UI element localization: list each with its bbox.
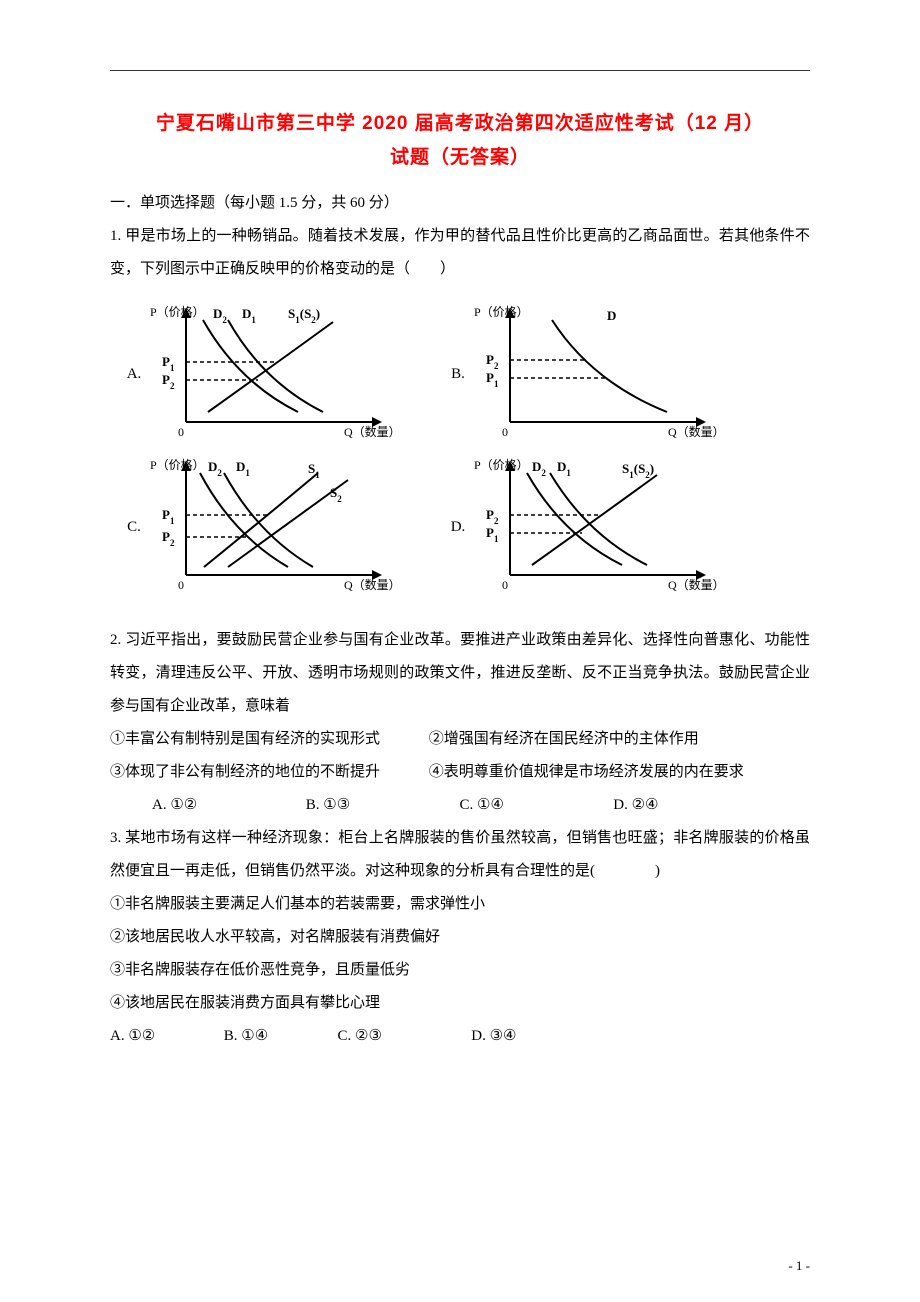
svg-text:P1: P1: [486, 525, 499, 544]
q3-s3: ③非名牌服装存在低价恶性竞争，且质量低劣: [110, 954, 810, 987]
option-label-d: D.: [444, 519, 472, 536]
header-rule: [110, 70, 810, 71]
svg-text:P（价格）: P（价格）: [150, 304, 205, 319]
q3-options: A. ①② B. ①④ C. ②③ D. ③④: [110, 1020, 810, 1053]
chart-c: P（价格） Q（数量） 0 D2 D1 S1 S2: [148, 455, 408, 600]
title-line-2: 试题（无答案）: [110, 141, 810, 175]
q2-stmt3: ③体现了非公有制经济的地位的不断提升: [110, 764, 380, 780]
svg-text:Q（数量）: Q（数量）: [668, 424, 725, 439]
q3-s2: ②该地居民收人水平较高，对名牌服装有消费偏好: [110, 921, 810, 954]
svg-text:D1: D1: [557, 459, 571, 478]
q3-s4: ④该地居民在服装消费方面具有攀比心理: [110, 987, 810, 1020]
svg-text:D2: D2: [532, 459, 546, 478]
document-page: 宁夏石嘴山市第三中学 2020 届高考政治第四次适应性考试（12 月） 试题（无…: [0, 0, 920, 1302]
svg-text:S1(S2): S1(S2): [622, 461, 654, 480]
chart-row-ab: A. P（价格） Q（数量） 0 D2 D1: [120, 302, 800, 447]
svg-text:P1: P1: [162, 354, 175, 373]
chart-b-svg: P（价格） Q（数量） 0 D P2 P1: [472, 302, 732, 442]
option-label-b: B.: [444, 366, 472, 383]
svg-text:Q（数量）: Q（数量）: [344, 424, 401, 439]
q1-text: 1. 甲是市场上的一种畅销品。随着技术发展，作为甲的替代品且性价比更高的乙商品面…: [110, 220, 810, 286]
q2-opt-b: B. ①③: [306, 789, 456, 822]
title-line-1: 宁夏石嘴山市第三中学 2020 届高考政治第四次适应性考试（12 月）: [110, 107, 810, 141]
svg-text:0: 0: [502, 578, 508, 592]
q2-stmt1: ①丰富公有制特别是国有经济的实现形式: [110, 731, 380, 747]
q2-statements-row1: ①丰富公有制特别是国有经济的实现形式 ②增强国有经济在国民经济中的主体作用: [110, 723, 810, 756]
svg-text:D2: D2: [213, 306, 227, 325]
svg-text:P2: P2: [162, 372, 175, 391]
svg-text:P2: P2: [486, 352, 499, 371]
q3-opt-a: A. ①②: [110, 1020, 220, 1053]
q2-opt-a: A. ①②: [152, 789, 302, 822]
svg-text:P2: P2: [486, 507, 499, 526]
svg-text:0: 0: [502, 425, 508, 439]
q2-stmt2: ②增强国有经济在国民经济中的主体作用: [429, 731, 699, 747]
svg-text:Q（数量）: Q（数量）: [668, 577, 725, 592]
q2-statements-row2: ③体现了非公有制经济的地位的不断提升 ④表明尊重价值规律是市场经济发展的内在要求: [110, 756, 810, 789]
svg-text:P1: P1: [486, 370, 499, 389]
chart-a-svg: P（价格） Q（数量） 0 D2 D1 S1(S2) P1 P: [148, 302, 408, 442]
q1-charts: A. P（价格） Q（数量） 0 D2 D1: [120, 302, 800, 600]
svg-text:S2: S2: [330, 485, 342, 504]
svg-text:P（价格）: P（价格）: [474, 457, 529, 472]
svg-text:D1: D1: [236, 459, 250, 478]
svg-text:P1: P1: [162, 507, 175, 526]
svg-text:S1(S2): S1(S2): [288, 306, 320, 325]
q3-opt-b: B. ①④: [224, 1020, 334, 1053]
chart-a: P（价格） Q（数量） 0 D2 D1 S1(S2) P1 P: [148, 302, 408, 447]
chart-d-svg: P（价格） Q（数量） 0 D2 D1 S1(S2) P2 P: [472, 455, 732, 595]
page-number: - 1 -: [788, 1258, 810, 1274]
q2-stmt4: ④表明尊重价值规律是市场经济发展的内在要求: [429, 764, 744, 780]
svg-text:0: 0: [178, 425, 184, 439]
svg-text:P（价格）: P（价格）: [474, 304, 529, 319]
chart-b: P（价格） Q（数量） 0 D P2 P1: [472, 302, 732, 447]
option-label-c: C.: [120, 519, 148, 536]
svg-text:P2: P2: [162, 529, 175, 548]
chart-c-svg: P（价格） Q（数量） 0 D2 D1 S1 S2: [148, 455, 408, 595]
chart-d: P（价格） Q（数量） 0 D2 D1 S1(S2) P2 P: [472, 455, 732, 600]
svg-text:P（价格）: P（价格）: [150, 457, 205, 472]
svg-text:D1: D1: [242, 306, 256, 325]
q3-opt-c: C. ②③: [338, 1020, 468, 1053]
chart-row-cd: C. P（价格） Q（数量） 0 D2 D1: [120, 455, 800, 600]
section-header: 一．单项选择题（每小题 1.5 分，共 60 分）: [110, 187, 810, 220]
q2-options: A. ①② B. ①③ C. ①④ D. ②④: [110, 789, 810, 822]
svg-text:0: 0: [178, 578, 184, 592]
q2-opt-c: C. ①④: [460, 789, 610, 822]
option-label-a: A.: [120, 366, 148, 383]
svg-text:D2: D2: [208, 459, 222, 478]
q2-text: 2. 习近平指出，要鼓励民营企业参与国有企业改革。要推进产业政策由差异化、选择性…: [110, 624, 810, 723]
q2-opt-d: D. ②④: [613, 789, 733, 822]
q3-s1: ①非名牌服装主要满足人们基本的若装需要，需求弹性小: [110, 888, 810, 921]
q3-text: 3. 某地市场有这样一种经济现象：柜台上名牌服装的售价虽然较高，但销售也旺盛；非…: [110, 822, 810, 888]
svg-text:Q（数量）: Q（数量）: [344, 577, 401, 592]
svg-text:D: D: [607, 308, 616, 323]
q3-opt-d: D. ③④: [471, 1020, 581, 1053]
